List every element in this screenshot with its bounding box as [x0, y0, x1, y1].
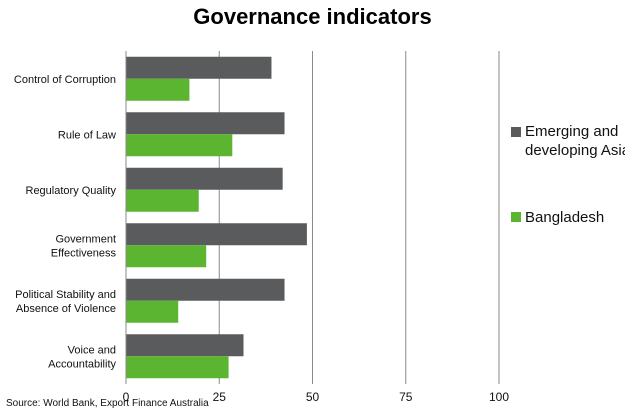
- x-tick-label: 25: [213, 390, 227, 404]
- bar-emerging-asia: [126, 278, 285, 301]
- x-tick-label: 100: [489, 390, 509, 404]
- category-label: Government Effectiveness: [51, 233, 117, 259]
- bars: [126, 56, 307, 379]
- x-tick-label: 75: [399, 390, 413, 404]
- bar-bangladesh: [126, 356, 229, 379]
- category-label: Political Stability and Absence of Violen…: [15, 289, 116, 315]
- axes: 0 25 50 75 100: [123, 51, 509, 404]
- bar-bangladesh: [126, 245, 207, 268]
- legend-label: Emerging and developing Asia: [525, 123, 625, 159]
- legend-swatch: [511, 127, 521, 137]
- bar-bangladesh: [126, 189, 199, 212]
- bar-bangladesh: [126, 300, 179, 323]
- x-tick-label: 0: [123, 390, 130, 404]
- category-label: Control of Corruption: [14, 74, 116, 86]
- bar-emerging-asia: [126, 334, 244, 357]
- x-tick-label: 50: [306, 390, 320, 404]
- category-label: Rule of Law: [58, 129, 116, 141]
- source-note: Source: World Bank, Export Finance Austr…: [6, 398, 209, 409]
- chart-title: Governance indicators: [193, 4, 432, 29]
- category-label: Voice and Accountability: [48, 344, 116, 370]
- bar-emerging-asia: [126, 112, 285, 135]
- bar-emerging-asia: [126, 167, 283, 190]
- bar-bangladesh: [126, 134, 233, 157]
- legend: Emerging and developing Asia Bangladesh: [511, 123, 625, 226]
- bar-emerging-asia: [126, 223, 307, 246]
- legend-label: Bangladesh: [525, 209, 604, 226]
- gridlines: [218, 51, 500, 384]
- category-labels: Control of Corruption Rule of Law Regulato…: [14, 74, 117, 371]
- category-label: Regulatory Quality: [26, 185, 117, 197]
- bar-bangladesh: [126, 78, 190, 101]
- legend-swatch: [511, 212, 521, 222]
- bar-emerging-asia: [126, 56, 272, 79]
